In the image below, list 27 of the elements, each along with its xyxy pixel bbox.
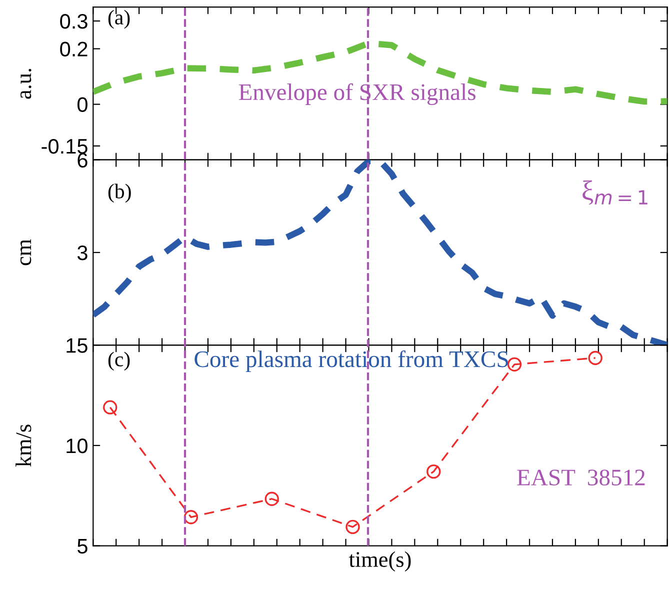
annotation: EAST 38512 (517, 470, 645, 486)
y-tick-label: 0.2 (60, 42, 88, 57)
y-axis-title: km/s (16, 424, 32, 467)
y-tick-label: 0.3 (60, 14, 88, 29)
annotation: (b) (108, 184, 131, 203)
y-tick-label: 5 (78, 539, 88, 554)
point (103, 400, 118, 414)
y-tick-label: 3 (77, 245, 88, 260)
point (264, 492, 279, 506)
point (184, 510, 198, 524)
x-axis-title: time(s) (348, 551, 411, 572)
y-axis-title: cm (20, 239, 32, 266)
y-axis-title: a.u. (20, 68, 32, 99)
annotation: (a) (108, 10, 130, 29)
point (346, 520, 360, 534)
point (426, 464, 441, 479)
annotation: Envelope of SXR signals (238, 83, 476, 106)
point (588, 350, 602, 366)
annotation: ξ$_{m=1}$ (582, 180, 648, 205)
annotation: Core plasma rotation from TXCS (194, 350, 508, 372)
y-tick-label: 0 (77, 97, 88, 112)
y-tick-label: 15 (66, 338, 88, 353)
point (507, 357, 522, 372)
annotation: (c) (108, 352, 130, 371)
y-tick-label: 10 (66, 438, 88, 454)
y-tick-label: -0.15 (42, 138, 88, 154)
y-tick-label: 6 (78, 152, 88, 168)
